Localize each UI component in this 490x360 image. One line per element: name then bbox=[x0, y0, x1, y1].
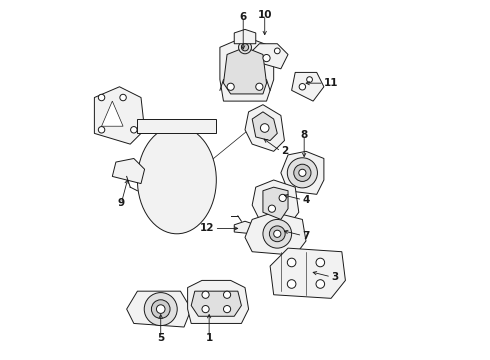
Circle shape bbox=[316, 258, 324, 267]
Text: 4: 4 bbox=[302, 195, 310, 205]
Polygon shape bbox=[137, 119, 216, 134]
Circle shape bbox=[223, 291, 231, 298]
Text: 5: 5 bbox=[157, 333, 164, 343]
Circle shape bbox=[299, 84, 306, 90]
Polygon shape bbox=[112, 158, 145, 184]
Text: 8: 8 bbox=[300, 130, 308, 140]
Polygon shape bbox=[223, 47, 267, 94]
Text: 12: 12 bbox=[200, 224, 215, 233]
Text: 1: 1 bbox=[205, 333, 213, 343]
Circle shape bbox=[279, 194, 286, 202]
Text: 3: 3 bbox=[331, 272, 338, 282]
Polygon shape bbox=[188, 280, 248, 323]
Text: 6: 6 bbox=[240, 12, 247, 22]
Circle shape bbox=[242, 44, 248, 51]
Circle shape bbox=[202, 291, 209, 298]
Circle shape bbox=[131, 127, 137, 133]
Polygon shape bbox=[252, 44, 288, 69]
Polygon shape bbox=[191, 291, 242, 316]
Polygon shape bbox=[245, 212, 306, 255]
Circle shape bbox=[227, 83, 234, 90]
Text: 10: 10 bbox=[257, 10, 272, 20]
Circle shape bbox=[294, 164, 311, 181]
Text: 9: 9 bbox=[118, 198, 125, 208]
Polygon shape bbox=[245, 105, 285, 151]
Circle shape bbox=[274, 230, 281, 237]
Circle shape bbox=[239, 41, 251, 54]
Polygon shape bbox=[234, 30, 256, 44]
Circle shape bbox=[144, 293, 177, 325]
Circle shape bbox=[299, 169, 306, 176]
Polygon shape bbox=[126, 291, 191, 327]
Circle shape bbox=[263, 220, 292, 248]
Polygon shape bbox=[281, 151, 324, 194]
Circle shape bbox=[120, 94, 126, 101]
Polygon shape bbox=[292, 72, 324, 101]
Circle shape bbox=[316, 280, 324, 288]
Text: 7: 7 bbox=[302, 231, 310, 240]
Circle shape bbox=[223, 306, 231, 313]
Circle shape bbox=[260, 124, 269, 132]
Circle shape bbox=[98, 127, 105, 133]
Text: 11: 11 bbox=[324, 78, 339, 88]
Polygon shape bbox=[95, 87, 145, 144]
Circle shape bbox=[307, 77, 313, 82]
Circle shape bbox=[270, 226, 285, 242]
Circle shape bbox=[151, 300, 170, 319]
Circle shape bbox=[287, 258, 296, 267]
Circle shape bbox=[287, 280, 296, 288]
Polygon shape bbox=[252, 180, 299, 226]
Polygon shape bbox=[270, 248, 345, 298]
Circle shape bbox=[263, 54, 270, 62]
Circle shape bbox=[156, 305, 165, 314]
Ellipse shape bbox=[137, 126, 216, 234]
Polygon shape bbox=[220, 37, 274, 101]
Circle shape bbox=[256, 83, 263, 90]
Circle shape bbox=[274, 48, 280, 54]
Polygon shape bbox=[263, 187, 288, 220]
Polygon shape bbox=[234, 221, 256, 234]
Circle shape bbox=[98, 94, 105, 101]
Polygon shape bbox=[101, 101, 123, 126]
Text: 2: 2 bbox=[281, 146, 288, 156]
Circle shape bbox=[269, 205, 275, 212]
Circle shape bbox=[287, 158, 318, 188]
Circle shape bbox=[202, 306, 209, 313]
Polygon shape bbox=[252, 112, 277, 140]
